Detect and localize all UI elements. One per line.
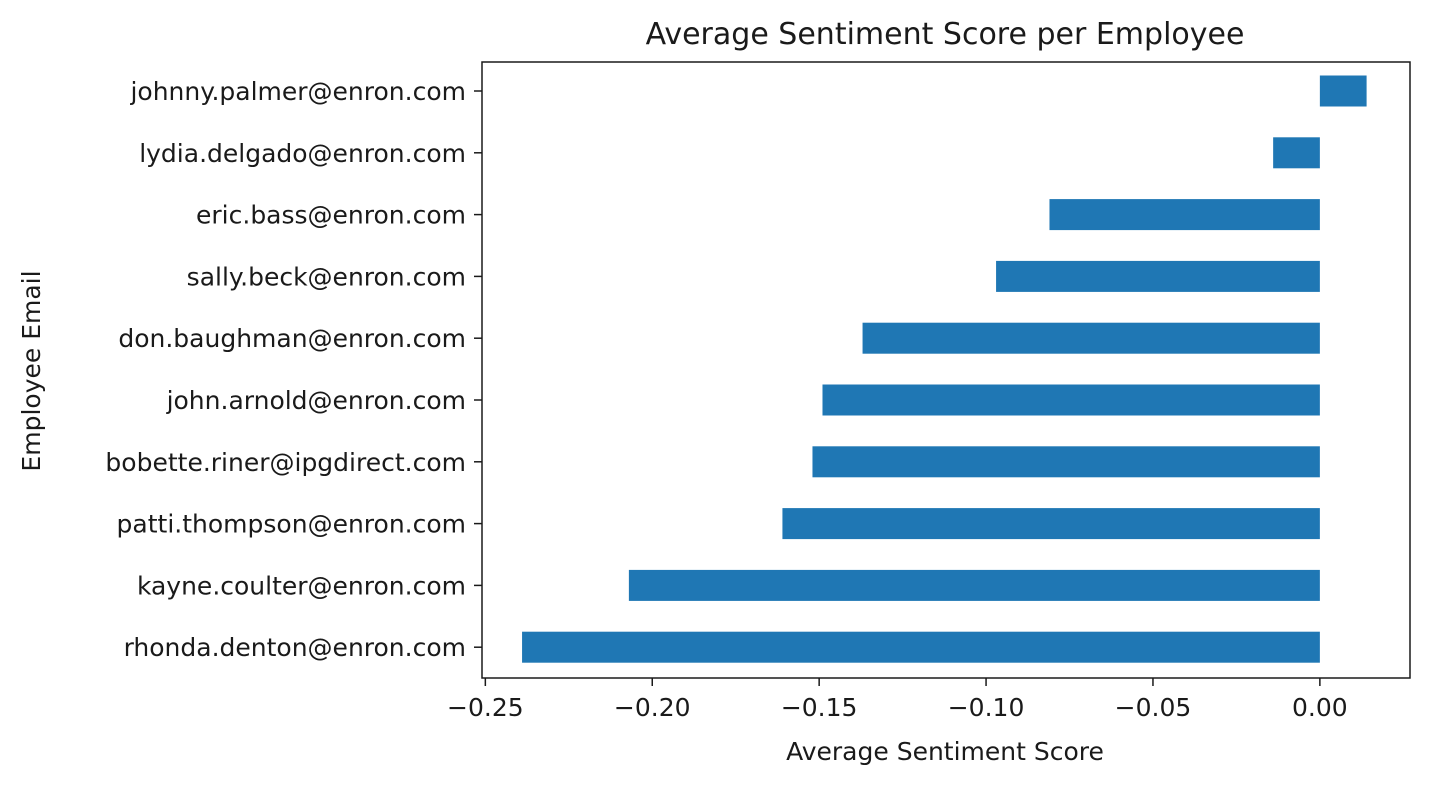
y-tick-label: patti.thompson@enron.com	[117, 510, 466, 539]
bar	[1049, 199, 1320, 231]
y-tick-label: kayne.coulter@enron.com	[137, 571, 466, 600]
bar	[628, 569, 1320, 601]
bar	[812, 446, 1320, 478]
y-tick-label: johnny.palmer@enron.com	[129, 77, 466, 106]
bar	[996, 260, 1320, 292]
x-axis-label: Average Sentiment Score	[786, 737, 1104, 766]
y-tick-label: don.baughman@enron.com	[118, 324, 466, 353]
bar	[1273, 137, 1320, 169]
x-tick-label: −0.15	[781, 693, 858, 722]
y-tick-label: bobette.riner@ipgdirect.com	[105, 448, 466, 477]
bar	[522, 631, 1320, 663]
y-axis-label: Employee Email	[17, 270, 46, 471]
y-tick-label: rhonda.denton@enron.com	[124, 633, 466, 662]
chart-title: Average Sentiment Score per Employee	[646, 17, 1245, 52]
x-axis: −0.25 −0.20 −0.15 −0.10 −0.05 0.00	[447, 678, 1348, 722]
y-tick-label: john.arnold@enron.com	[166, 386, 466, 415]
bar	[1319, 75, 1367, 107]
y-tick-label: lydia.delgado@enron.com	[139, 139, 466, 168]
y-tick-label: eric.bass@enron.com	[196, 201, 466, 230]
plot-frame	[481, 61, 1411, 679]
x-tick-label: −0.10	[948, 693, 1025, 722]
bar	[822, 384, 1320, 416]
bar	[782, 508, 1320, 540]
bar	[862, 322, 1320, 354]
bars-layer	[522, 75, 1367, 663]
y-axis: johnny.palmer@enron.com lydia.delgado@enr…	[105, 77, 482, 662]
x-tick-label: 0.00	[1292, 693, 1348, 722]
x-tick-label: −0.20	[614, 693, 691, 722]
x-tick-label: −0.05	[1115, 693, 1192, 722]
x-tick-label: −0.25	[447, 693, 524, 722]
y-tick-label: sally.beck@enron.com	[187, 262, 466, 291]
